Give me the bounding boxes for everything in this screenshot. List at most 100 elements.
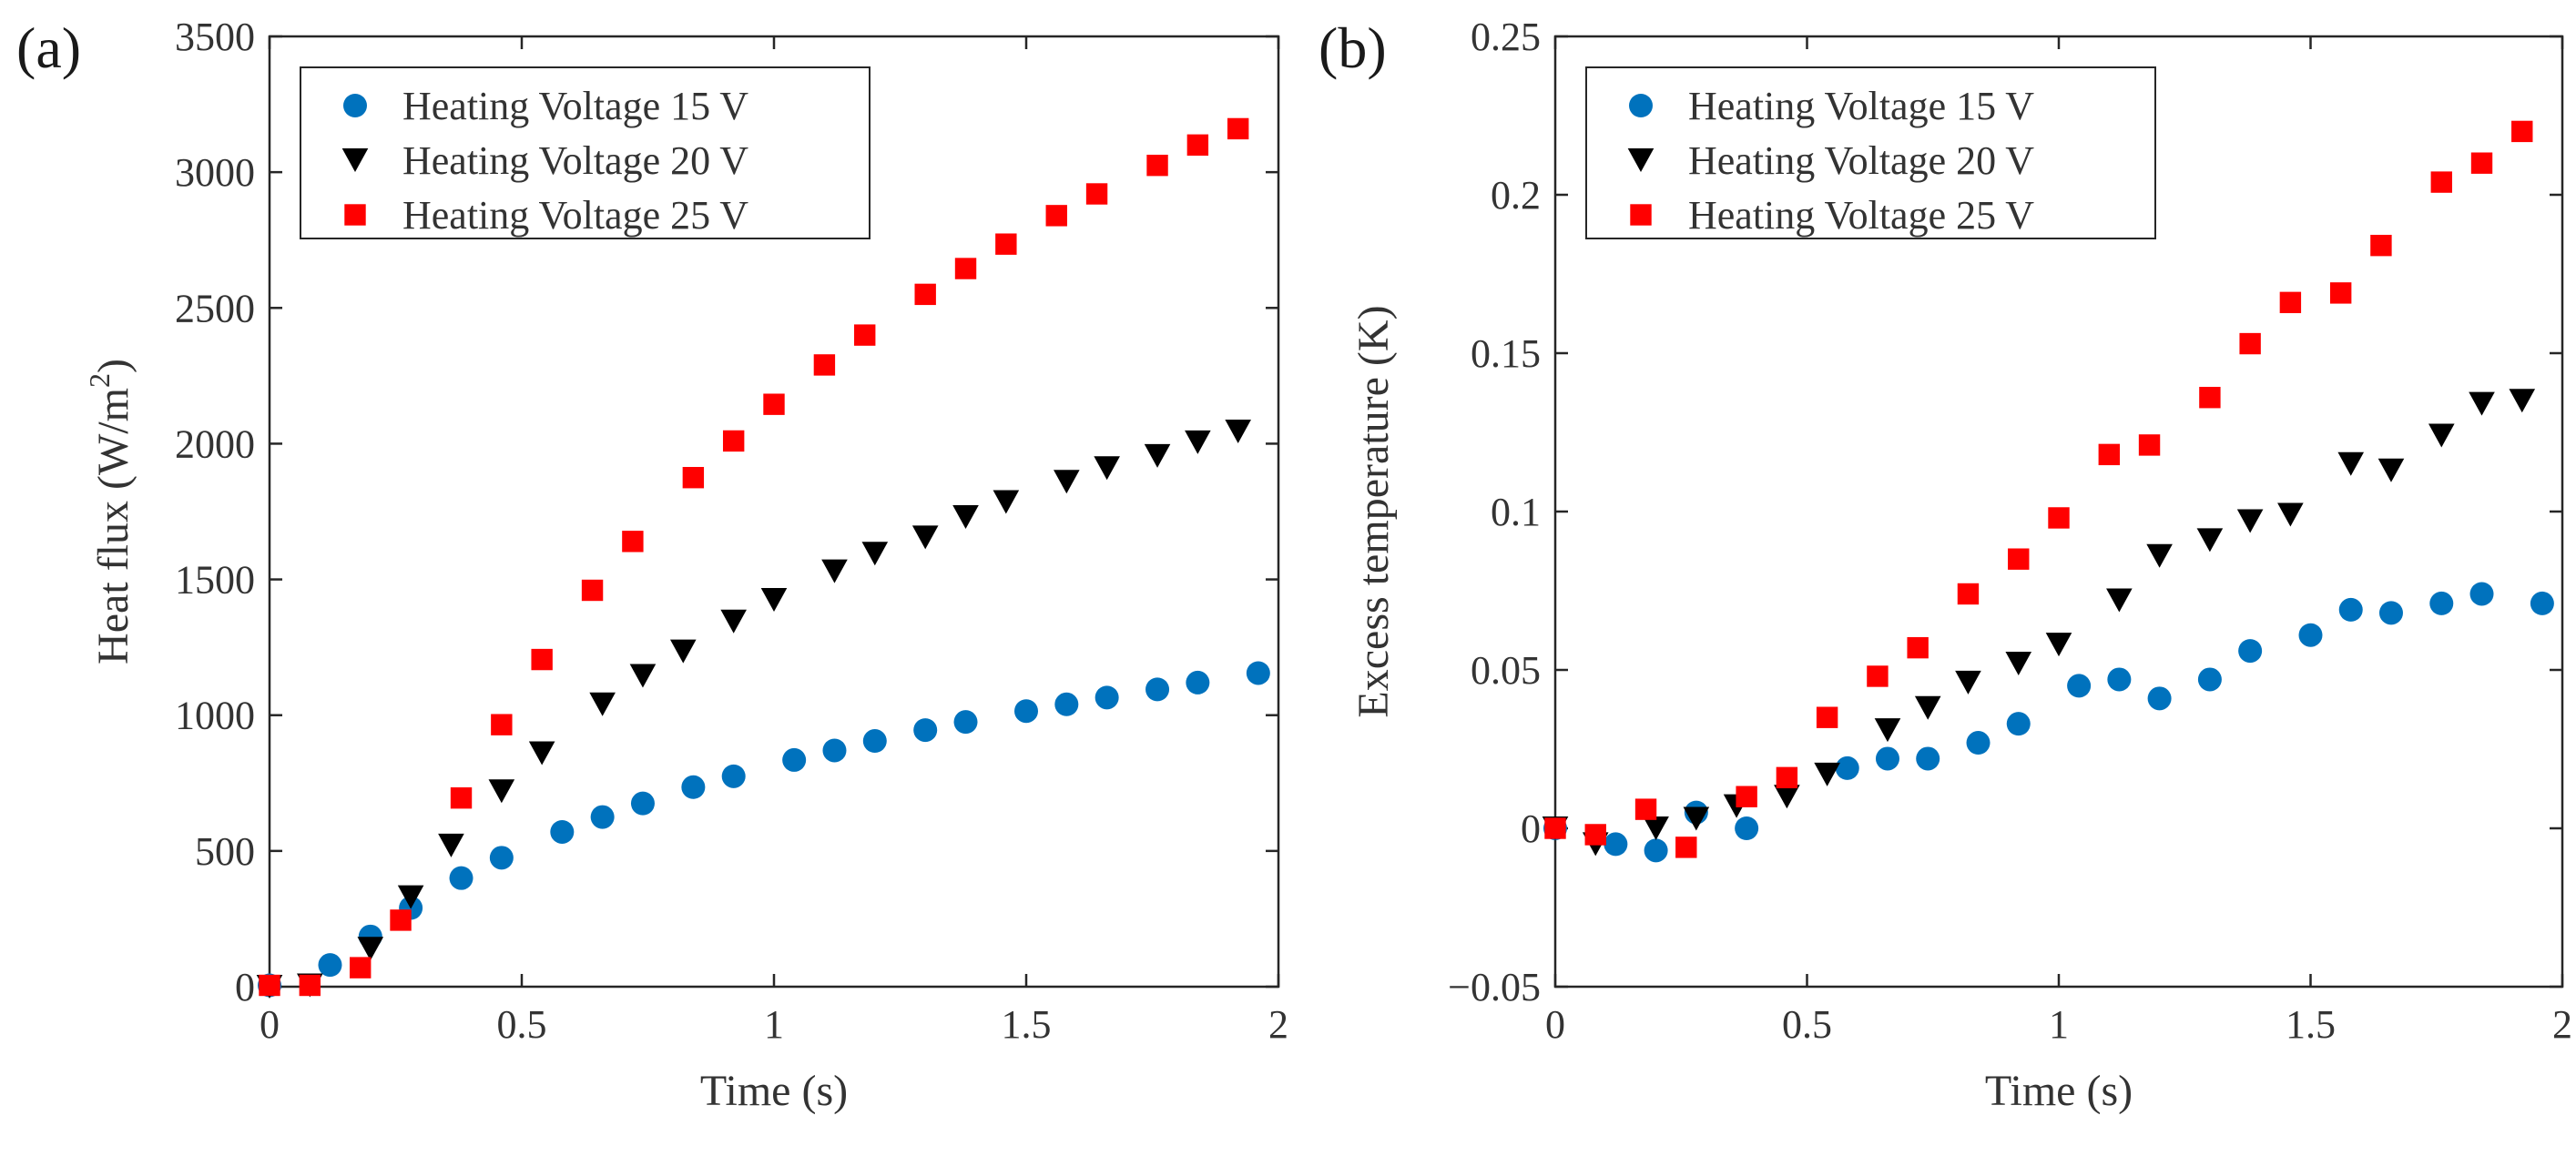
data-point bbox=[914, 283, 936, 306]
data-point bbox=[1955, 670, 1981, 695]
data-point bbox=[1907, 636, 1929, 659]
data-point bbox=[954, 258, 977, 279]
x-tick-label: 1 bbox=[2049, 1002, 2069, 1047]
data-point bbox=[2469, 582, 2494, 606]
data-point bbox=[2279, 291, 2302, 314]
x-tick-label: 1.5 bbox=[2286, 1002, 2336, 1047]
data-point bbox=[1145, 677, 1170, 702]
y-tick-label: 1000 bbox=[175, 694, 255, 738]
data-point bbox=[630, 791, 655, 816]
data-point bbox=[1675, 837, 1697, 858]
data-point bbox=[911, 525, 939, 550]
data-point bbox=[822, 738, 847, 763]
data-point bbox=[2338, 597, 2363, 622]
data-point bbox=[2147, 686, 2172, 711]
legend-marker bbox=[344, 204, 366, 226]
data-point bbox=[1045, 205, 1067, 227]
data-point bbox=[1816, 706, 1838, 728]
data-point bbox=[2146, 543, 2173, 568]
data-point bbox=[1186, 134, 1209, 157]
data-point bbox=[488, 779, 515, 804]
series-3 bbox=[259, 117, 1249, 997]
data-point bbox=[390, 909, 412, 931]
legend: Heating Voltage 15 V Heating Voltage 20 V… bbox=[1585, 66, 2156, 239]
data-point bbox=[1146, 154, 1168, 177]
data-point bbox=[995, 233, 1017, 255]
data-point bbox=[1584, 824, 1606, 846]
data-point bbox=[1095, 685, 1119, 710]
data-point bbox=[350, 957, 372, 979]
y-tick-label: 0.05 bbox=[1471, 648, 1541, 693]
data-point bbox=[2098, 443, 2120, 466]
data-point bbox=[1916, 746, 1940, 771]
data-point bbox=[1144, 443, 1171, 468]
data-point bbox=[357, 937, 384, 961]
data-point bbox=[1644, 838, 1668, 863]
legend-entry: Heating Voltage 25 V bbox=[402, 193, 748, 238]
data-point bbox=[2005, 652, 2032, 676]
data-point bbox=[531, 648, 553, 671]
y-tick-label: 0 bbox=[1521, 806, 1541, 851]
data-point bbox=[760, 587, 788, 612]
data-point bbox=[720, 609, 747, 634]
data-point bbox=[318, 953, 342, 978]
data-point bbox=[953, 710, 978, 735]
data-point bbox=[722, 430, 745, 452]
legend-marker bbox=[1627, 148, 1655, 172]
x-tick-label: 2 bbox=[1268, 1002, 1288, 1047]
data-point bbox=[1185, 430, 1211, 454]
data-point bbox=[2199, 387, 2221, 409]
data-point bbox=[2239, 332, 2261, 355]
series-1 bbox=[258, 661, 1270, 998]
data-point bbox=[1776, 766, 1798, 789]
data-point bbox=[450, 786, 473, 809]
y-tick-label: 2500 bbox=[175, 286, 255, 330]
data-point bbox=[1225, 420, 1251, 444]
data-point bbox=[2106, 588, 2133, 613]
legend-entry: Heating Voltage 20 V bbox=[402, 138, 748, 183]
x-tick-label: 0 bbox=[1545, 1002, 1565, 1047]
data-point bbox=[1814, 762, 1840, 786]
series-3 bbox=[1544, 120, 2533, 858]
data-point bbox=[2048, 507, 2070, 529]
data-point bbox=[1914, 695, 1941, 720]
chart-heat-flux: 0 0.5 1 1.5 2 0 500 1000 1500 2000 2500 3000 3500 Tim… bbox=[83, 15, 1288, 1115]
y-tick-label: 0.2 bbox=[1491, 173, 1541, 218]
data-point bbox=[2530, 591, 2554, 615]
data-point bbox=[2377, 458, 2405, 482]
data-point bbox=[1544, 817, 1566, 839]
legend-entry: Heating Voltage 20 V bbox=[1688, 138, 2034, 183]
data-point bbox=[2045, 633, 2072, 657]
data-point bbox=[1966, 731, 1991, 755]
data-point bbox=[854, 324, 876, 346]
y-tick-label: 500 bbox=[195, 829, 255, 874]
x-tick-label: 1 bbox=[764, 1002, 784, 1047]
legend-marker bbox=[343, 94, 367, 117]
legend-box bbox=[1585, 66, 2156, 239]
data-point bbox=[489, 846, 514, 870]
data-point bbox=[1835, 755, 1859, 780]
data-point bbox=[550, 819, 575, 844]
legend-marker bbox=[1630, 204, 1652, 226]
data-point bbox=[2337, 451, 2365, 476]
data-point bbox=[299, 974, 321, 997]
data-point bbox=[763, 393, 785, 415]
data-point bbox=[629, 664, 657, 688]
series-2 bbox=[1542, 389, 2536, 857]
data-point bbox=[669, 639, 697, 664]
data-point bbox=[491, 714, 513, 735]
data-point bbox=[1735, 816, 1759, 840]
legend: Heating Voltage 15 V Heating Voltage 20 V… bbox=[300, 66, 871, 239]
x-tick-label: 0 bbox=[260, 1002, 280, 1047]
data-point bbox=[1604, 832, 1628, 857]
data-point bbox=[2008, 548, 2030, 570]
data-point bbox=[397, 885, 424, 909]
data-point bbox=[1874, 718, 1901, 743]
x-tick-label: 2 bbox=[2552, 1002, 2572, 1047]
data-point bbox=[589, 692, 616, 716]
x-tick-label: 1.5 bbox=[1002, 1002, 1052, 1047]
data-point bbox=[1246, 661, 1270, 685]
data-point bbox=[821, 559, 848, 583]
legend-entry: Heating Voltage 15 V bbox=[1688, 84, 2034, 128]
